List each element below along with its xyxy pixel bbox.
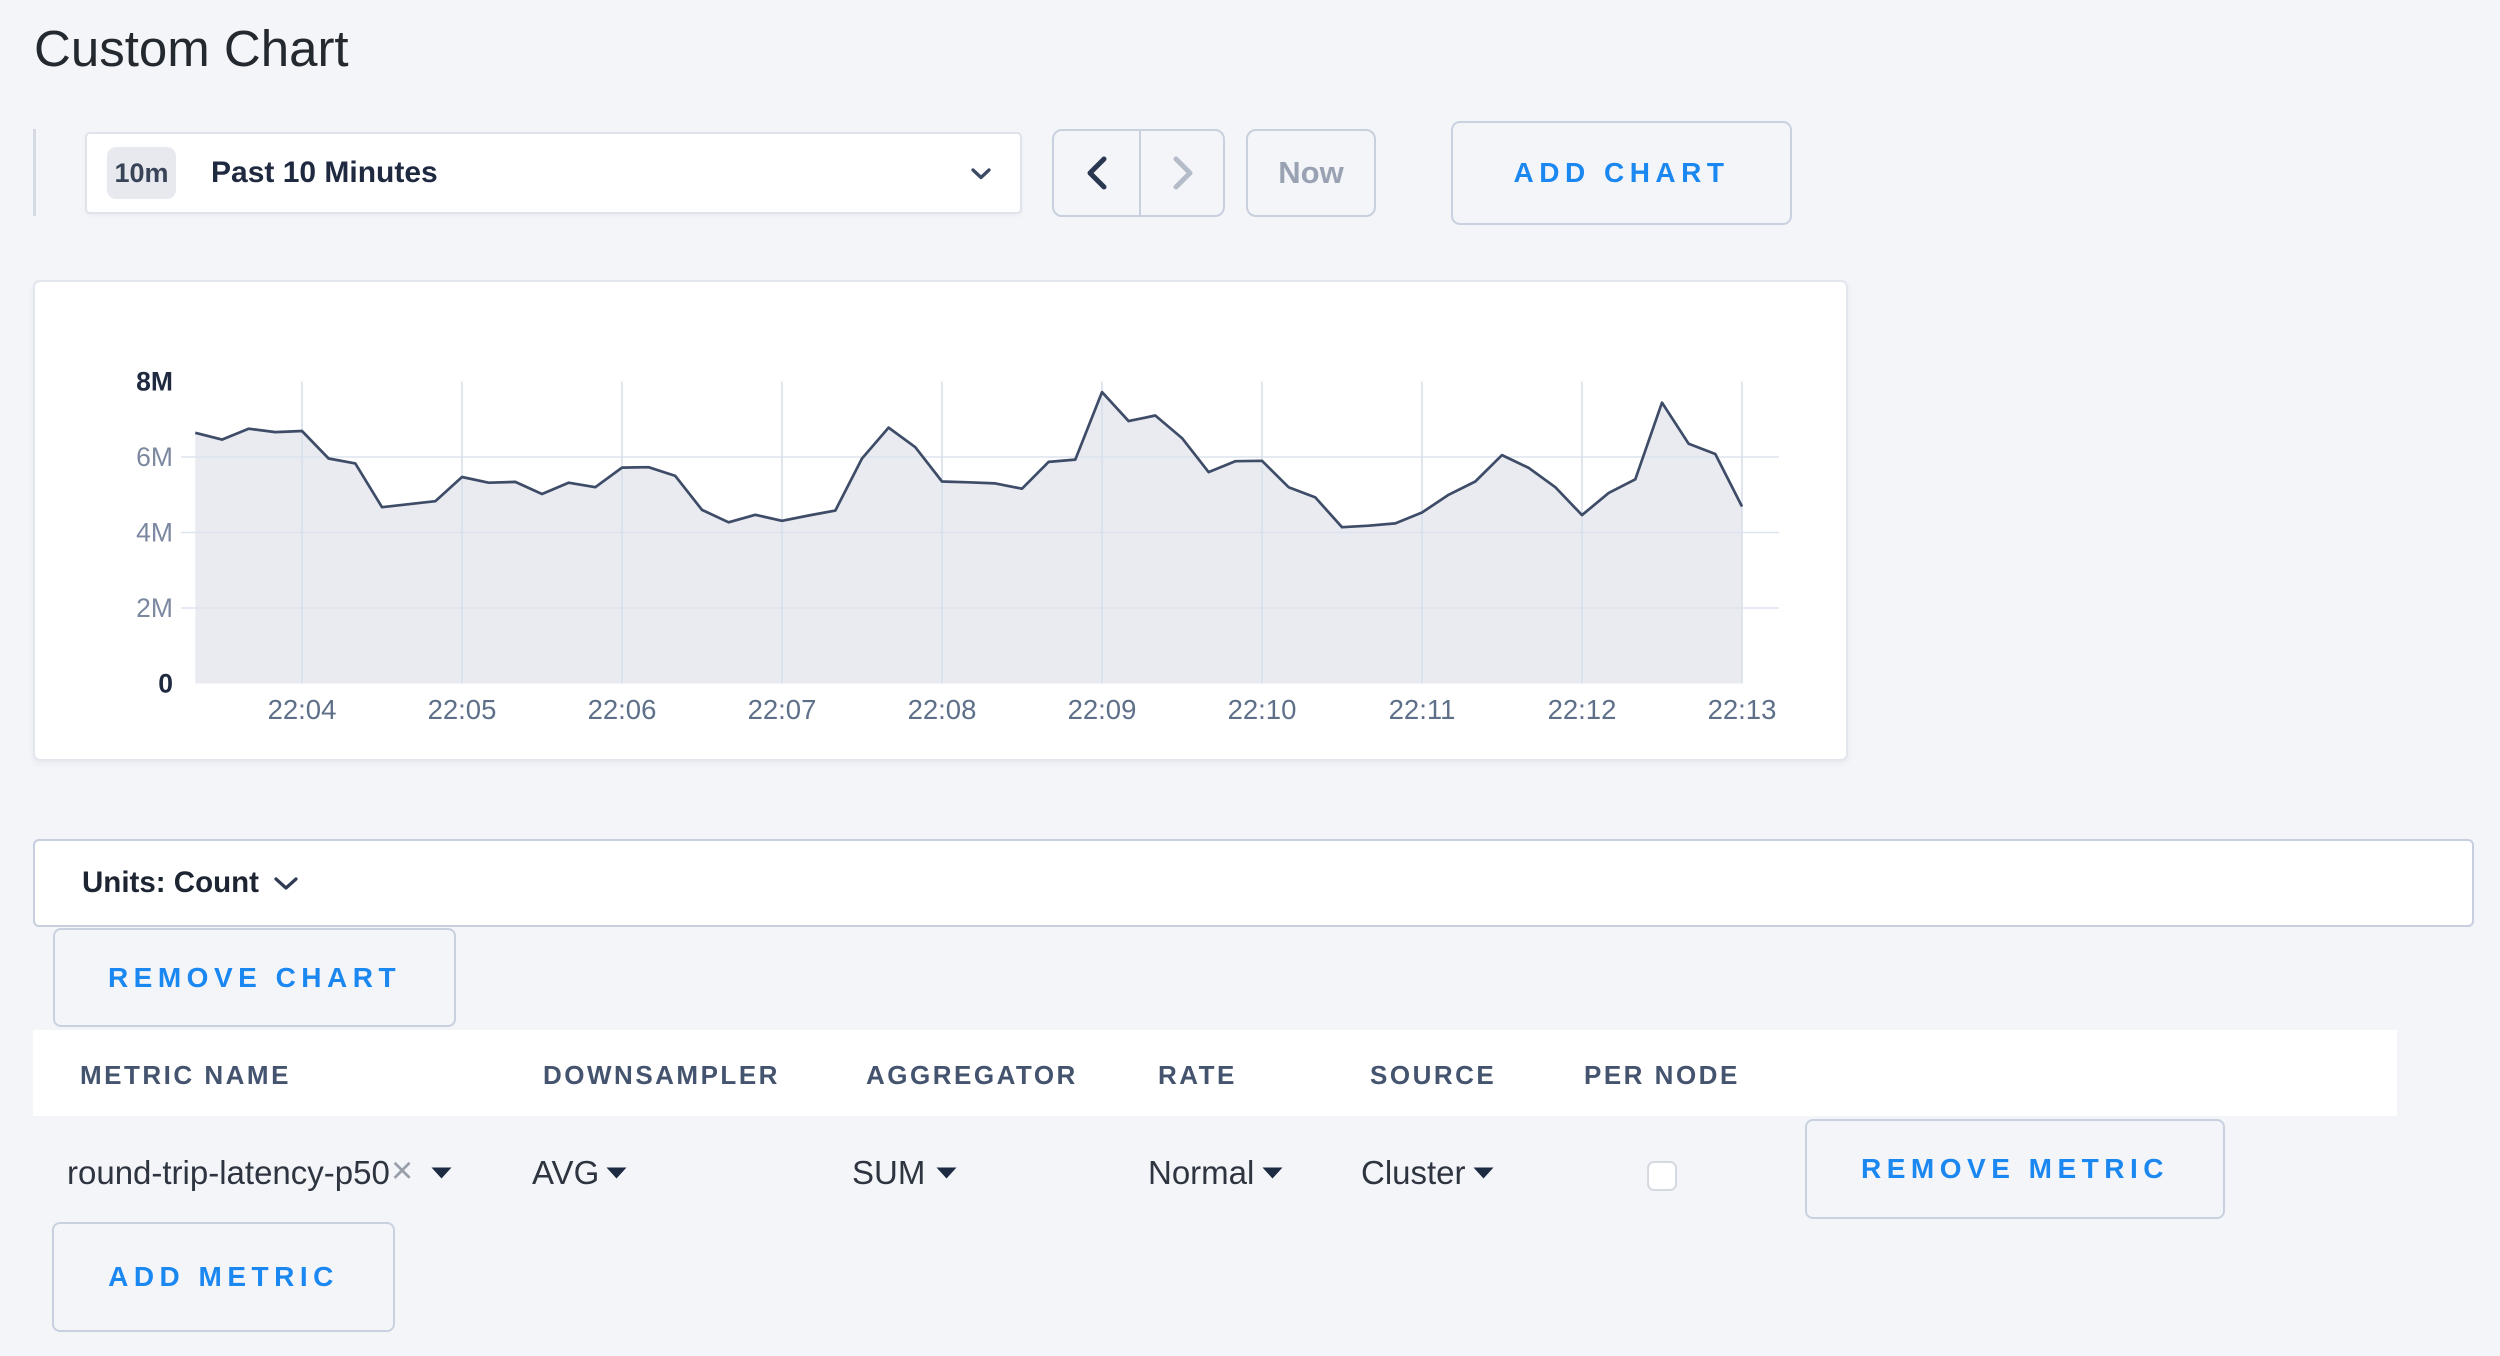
svg-text:6M: 6M (136, 442, 173, 472)
svg-text:22:06: 22:06 (588, 694, 657, 725)
svg-text:22:09: 22:09 (1068, 694, 1137, 725)
svg-text:4M: 4M (136, 518, 173, 548)
svg-text:22:04: 22:04 (268, 694, 337, 725)
svg-text:22:05: 22:05 (428, 694, 497, 725)
svg-text:22:11: 22:11 (1389, 694, 1456, 725)
svg-text:22:13: 22:13 (1708, 694, 1777, 725)
svg-text:22:07: 22:07 (748, 694, 817, 725)
svg-text:0: 0 (158, 669, 173, 699)
svg-text:22:12: 22:12 (1548, 694, 1617, 725)
svg-text:22:08: 22:08 (908, 694, 977, 725)
svg-text:8M: 8M (136, 367, 173, 397)
svg-text:22:10: 22:10 (1228, 694, 1297, 725)
svg-text:2M: 2M (136, 593, 173, 623)
